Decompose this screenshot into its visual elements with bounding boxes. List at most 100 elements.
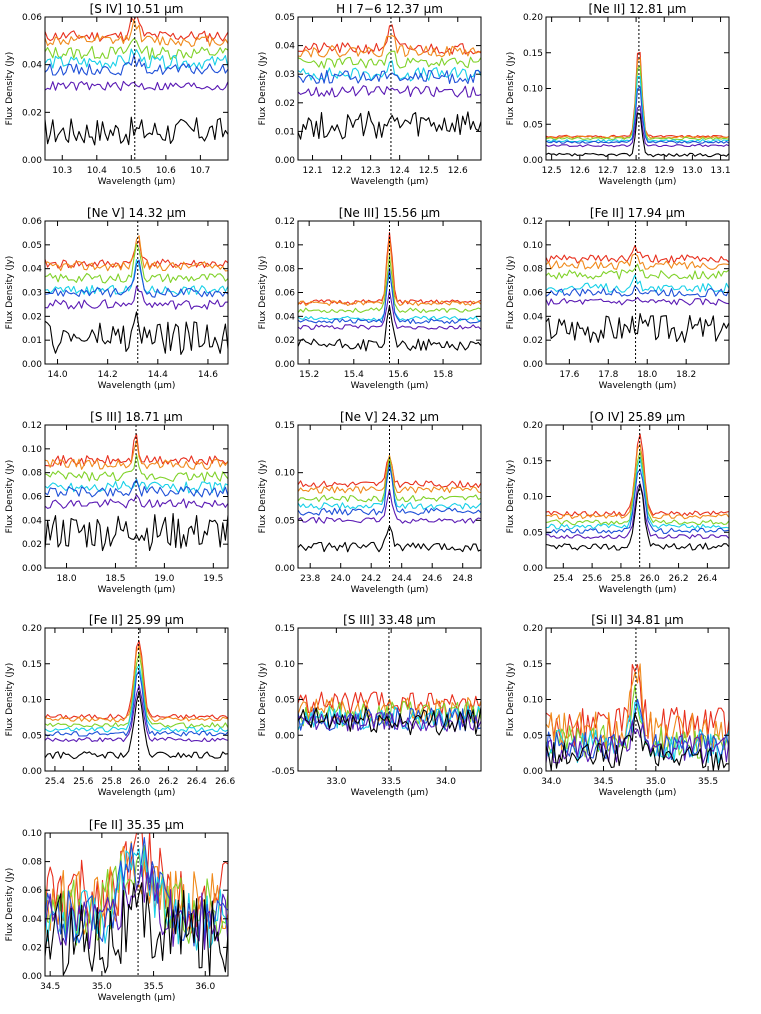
panel-1: 10.3 10.4 10.5 10.6 10.7 0.00 0.02 0.04 0.06 [S I… (5, 2, 229, 187)
x-tick-label: 12.8 (626, 166, 646, 176)
x-axis-label: Wavelength (μm) (351, 177, 429, 187)
series-line-2 (298, 34, 481, 58)
x-axis-label: Wavelength (μm) (98, 585, 176, 595)
x-tick-label: 24.8 (453, 574, 473, 584)
series-line-4 (298, 60, 481, 82)
series-line-3 (298, 456, 481, 503)
y-tick-label: 0.06 (275, 289, 295, 299)
series-line-4 (546, 75, 729, 143)
x-tick-label: 35.5 (144, 982, 164, 992)
x-tick-label: 24.0 (331, 574, 351, 584)
series-line-5 (546, 285, 729, 298)
series-line-5 (45, 259, 228, 298)
x-tick-label: 34.0 (541, 777, 561, 787)
series-line-1 (298, 231, 481, 305)
series-line-3 (546, 263, 729, 280)
y-tick-label: 0.05 (275, 13, 295, 23)
panel-title: H I 7−6 12.37 μm (336, 2, 443, 16)
y-axis-label: Flux Density (Jy) (258, 460, 268, 534)
series-line-4 (546, 274, 729, 293)
y-tick-label: 0.00 (523, 767, 543, 777)
panel-title: [Ne V] 24.32 μm (340, 410, 439, 424)
x-tick-label: 15.4 (344, 370, 364, 380)
series-line-2 (546, 57, 729, 139)
series-line-2 (298, 696, 481, 724)
x-tick-label: 26.0 (130, 777, 150, 787)
panel-title: [Ne III] 15.56 μm (339, 206, 440, 220)
y-axis-label: Flux Density (Jy) (5, 52, 15, 126)
series-line-4 (45, 258, 228, 296)
x-tick-label: 18.2 (676, 370, 696, 380)
x-tick-label: 19.0 (154, 574, 174, 584)
x-tick-label: 12.5 (419, 166, 439, 176)
series-group (45, 235, 228, 355)
series-line-2 (298, 454, 481, 494)
x-tick-label: 10.4 (87, 166, 107, 176)
x-tick-label: 10.7 (190, 166, 210, 176)
series-line-6 (45, 865, 228, 950)
y-axis-label: Flux Density (Jy) (5, 256, 15, 330)
x-axis-label: Wavelength (μm) (599, 381, 677, 391)
y-tick-label: 0.10 (22, 696, 42, 706)
x-tick-label: 34.5 (593, 777, 613, 787)
series-line-7 (45, 311, 228, 355)
panel-title: [Fe II] 35.35 μm (89, 818, 184, 832)
x-tick-label: 12.6 (570, 166, 590, 176)
series-group (546, 663, 729, 771)
plot-frame (545, 220, 730, 365)
y-tick-label: 0.03 (275, 70, 295, 80)
series-line-3 (546, 450, 729, 526)
y-tick-label: 0.00 (22, 564, 42, 574)
panel-title: [S III] 33.48 μm (343, 613, 436, 627)
series-line-4 (45, 48, 228, 70)
y-tick-label: 0.01 (22, 336, 42, 346)
x-tick-label: 12.4 (390, 166, 410, 176)
series-line-4 (546, 457, 729, 530)
y-tick-label: 0.00 (275, 731, 295, 741)
x-tick-label: 24.4 (392, 574, 412, 584)
x-axis-label: Wavelength (μm) (351, 585, 429, 595)
y-tick-label: 0.10 (523, 696, 543, 706)
y-axis-label: Flux Density (Jy) (5, 460, 15, 534)
y-tick-label: 0.12 (523, 217, 543, 227)
y-axis-label: Flux Density (Jy) (506, 52, 516, 126)
x-tick-label: 25.6 (582, 574, 602, 584)
y-tick-label: 0.20 (523, 13, 543, 23)
series-line-7 (45, 690, 228, 760)
series-line-6 (546, 720, 729, 764)
x-axis-label: Wavelength (μm) (599, 788, 677, 798)
y-tick-label: 0.02 (22, 540, 42, 550)
y-tick-label: 0.05 (275, 696, 295, 706)
panel-12: 34.0 34.5 35.0 35.5 0.00 0.05 0.10 0.15 0.20 [Si … (506, 613, 730, 798)
y-axis-label: Flux Density (Jy) (258, 256, 268, 330)
series-line-5 (298, 462, 481, 516)
y-tick-label: 0.00 (523, 156, 543, 166)
series-line-1 (546, 245, 729, 264)
y-axis-label: Flux Density (Jy) (5, 868, 15, 942)
y-tick-label: 0.10 (275, 660, 295, 670)
x-tick-label: 17.8 (598, 370, 618, 380)
series-line-7 (45, 882, 228, 976)
y-tick-label: 0.05 (523, 528, 543, 538)
y-tick-label: 0.04 (275, 312, 295, 322)
y-tick-label: 0.02 (22, 312, 42, 322)
panel-8: 23.8 24.0 24.2 24.4 24.6 24.8 0.00 0.05 0.10 0.15… (258, 410, 482, 595)
x-axis-label: Wavelength (μm) (351, 381, 429, 391)
series-line-1 (298, 24, 481, 55)
x-tick-label: 25.8 (102, 777, 122, 787)
x-tick-label: 18.0 (637, 370, 657, 380)
y-tick-label: 0.10 (22, 445, 42, 455)
y-tick-label: 0.00 (22, 360, 42, 370)
series-line-3 (45, 243, 228, 284)
y-axis-label: Flux Density (Jy) (5, 663, 15, 737)
y-tick-label: 0.04 (22, 61, 42, 71)
x-tick-label: 12.5 (542, 166, 562, 176)
series-line-2 (45, 235, 228, 272)
series-line-5 (298, 69, 481, 85)
y-tick-label: 0.04 (22, 516, 42, 526)
series-line-3 (298, 255, 481, 314)
x-tick-label: 10.3 (52, 166, 72, 176)
series-group (546, 433, 729, 551)
x-tick-label: 19.5 (203, 574, 223, 584)
series-line-6 (298, 85, 481, 98)
